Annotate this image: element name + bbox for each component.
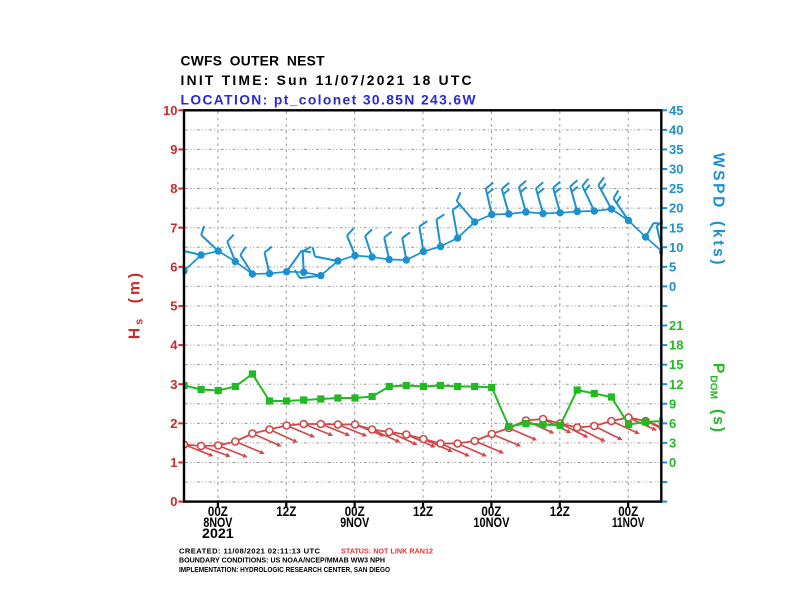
svg-text:CWFS OUTER NEST: CWFS OUTER NEST xyxy=(181,53,326,68)
svg-text:INIT TIME: Sun 11/07/2021 18 U: INIT TIME: Sun 11/07/2021 18 UTC xyxy=(181,73,472,88)
svg-text:LOCATION: pt_colonet 30.85N 24: LOCATION: pt_colonet 30.85N 243.6W xyxy=(181,92,477,107)
svg-text:35: 35 xyxy=(669,142,683,157)
svg-text:00Z: 00Z xyxy=(481,504,501,519)
svg-text:30: 30 xyxy=(669,162,683,177)
svg-text:21: 21 xyxy=(669,318,683,333)
svg-text:3: 3 xyxy=(170,377,177,392)
svg-text:18: 18 xyxy=(669,338,683,353)
svg-text:9: 9 xyxy=(669,396,676,411)
svg-text:0: 0 xyxy=(170,494,177,509)
svg-text:5: 5 xyxy=(170,299,177,314)
svg-text:2: 2 xyxy=(170,416,177,431)
svg-text:40: 40 xyxy=(669,123,683,138)
svg-text:9: 9 xyxy=(170,142,177,157)
svg-text:10: 10 xyxy=(163,103,177,118)
svg-text:12Z: 12Z xyxy=(550,504,570,519)
svg-text:8: 8 xyxy=(170,181,177,196)
svg-text:12: 12 xyxy=(669,377,683,392)
svg-text:BOUNDARY CONDITIONS: US NOAA/N: BOUNDARY CONDITIONS: US NOAA/NCEP/MMAB W… xyxy=(179,556,385,565)
svg-text:6: 6 xyxy=(170,259,177,274)
svg-text:00Z: 00Z xyxy=(208,504,228,519)
svg-text:15: 15 xyxy=(669,220,683,235)
svg-text:45: 45 xyxy=(669,103,683,118)
svg-text:00Z: 00Z xyxy=(618,504,638,519)
svg-text:8NOV: 8NOV xyxy=(203,515,232,530)
svg-text:3: 3 xyxy=(669,436,676,451)
svg-text:20: 20 xyxy=(669,201,683,216)
svg-text:WSPD (kts): WSPD (kts) xyxy=(710,153,727,268)
svg-text:STATUS: NOT LINK RAN12: STATUS: NOT LINK RAN12 xyxy=(341,546,433,555)
svg-text:15: 15 xyxy=(669,357,683,372)
svg-text:CREATED: 11/08/2021 02:11:13 U: CREATED: 11/08/2021 02:11:13 UTC xyxy=(179,546,321,555)
svg-text:25: 25 xyxy=(669,181,683,196)
svg-text:6: 6 xyxy=(669,416,676,431)
svg-text:12Z: 12Z xyxy=(413,504,433,519)
svg-text:0: 0 xyxy=(669,455,676,470)
svg-text:5: 5 xyxy=(669,259,676,274)
svg-text:10: 10 xyxy=(669,240,683,255)
svg-text:10NOV: 10NOV xyxy=(473,515,509,530)
svg-text:IMPLEMENTATION: HYDROLOGIC RES: IMPLEMENTATION: HYDROLOGIC RESEARCH CENT… xyxy=(179,565,390,574)
svg-text:4: 4 xyxy=(170,338,178,353)
svg-text:00Z: 00Z xyxy=(345,504,365,519)
svg-text:7: 7 xyxy=(170,220,177,235)
svg-text:1: 1 xyxy=(170,455,177,470)
svg-text:11NOV: 11NOV xyxy=(612,515,645,530)
svg-text:PDOM (s): PDOM (s) xyxy=(707,363,726,434)
svg-text:2021: 2021 xyxy=(202,526,234,541)
svg-text:9NOV: 9NOV xyxy=(340,515,369,530)
svg-text:Hs (m): Hs (m) xyxy=(127,270,146,339)
svg-text:12Z: 12Z xyxy=(276,504,296,519)
svg-text:0: 0 xyxy=(669,279,676,294)
